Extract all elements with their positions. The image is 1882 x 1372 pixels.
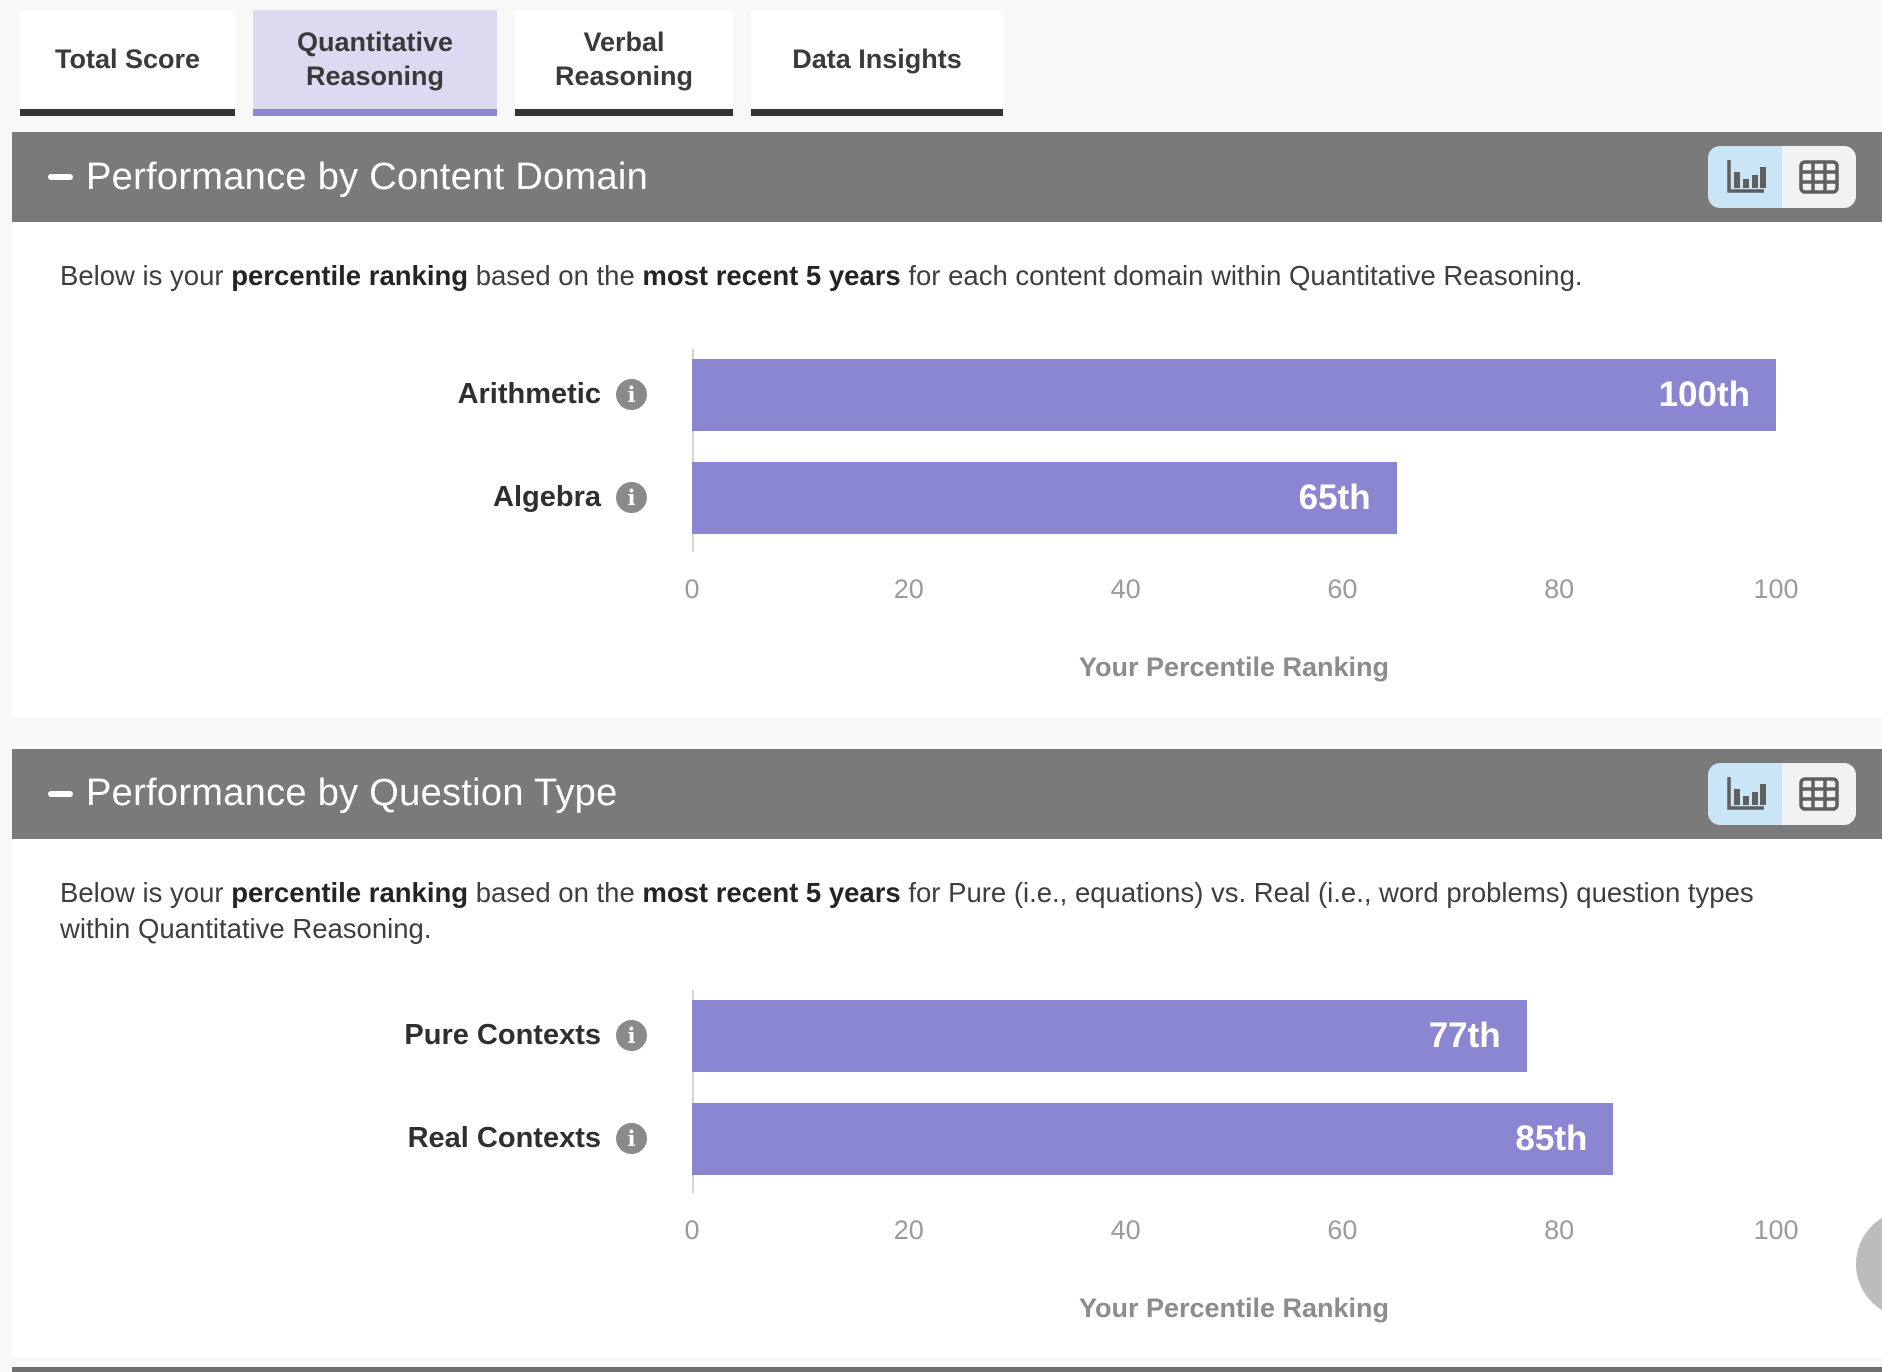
tab-total-score[interactable]: Total Score <box>20 10 235 116</box>
tick-label: 80 <box>1544 1214 1575 1245</box>
bar-value-label: 85th <box>1515 1118 1588 1158</box>
category-label: Arithmetic <box>457 378 601 411</box>
chart-row-arithmetic: Arithmetic i 100th <box>12 358 1882 431</box>
section-description: Below is your percentile ranking based o… <box>60 260 1583 291</box>
row-label: Algebra i <box>12 481 692 514</box>
x-axis-ticks: 0 20 40 60 80 100 <box>12 574 1882 606</box>
question-type-chart: Pure Contexts i 77th Real Contexts i <box>12 989 1882 1324</box>
table-icon <box>1799 776 1839 811</box>
category-label: Real Contexts <box>407 1122 601 1155</box>
tab-verbal-reasoning[interactable]: Verbal Reasoning <box>515 10 733 116</box>
tick-label: 0 <box>684 1214 700 1245</box>
percentile-bar: 77th <box>692 999 1527 1072</box>
tick-label: 0 <box>684 573 700 604</box>
tick-label: 60 <box>1327 1214 1358 1245</box>
tab-bar: Total Score Quantitative Reasoning Verba… <box>0 0 1882 116</box>
tick-label: 100 <box>1753 573 1799 604</box>
tick-label: 40 <box>1110 1214 1141 1245</box>
section-header: Performance by Question Type <box>12 748 1882 839</box>
section-title: Performance by Question Type <box>86 772 618 815</box>
tab-label: Quantitative Reasoning <box>296 26 454 91</box>
tab-label: Total Score <box>54 43 201 74</box>
x-axis-title: Your Percentile Ranking <box>1078 651 1390 682</box>
content-domain-chart: Arithmetic i 100th Algebra i <box>12 348 1882 683</box>
info-icon[interactable]: i <box>616 482 647 514</box>
bar-track: 77th <box>692 999 1776 1072</box>
info-icon[interactable]: i <box>616 1020 647 1052</box>
table-view-button[interactable] <box>1782 146 1856 208</box>
bar-chart-icon <box>1724 158 1766 196</box>
row-label: Real Contexts i <box>12 1122 692 1155</box>
bar-value-label: 77th <box>1428 1015 1501 1055</box>
tick-label: 20 <box>893 573 924 604</box>
tick-label: 20 <box>893 1214 924 1245</box>
category-label: Algebra <box>493 481 601 514</box>
row-label: Pure Contexts i <box>12 1019 692 1052</box>
chart-row-algebra: Algebra i 65th <box>12 461 1882 534</box>
bar-track: 85th <box>692 1102 1776 1175</box>
bar-chart-icon <box>1724 775 1766 813</box>
row-label: Arithmetic i <box>12 378 692 411</box>
section-description: Below is your percentile ranking based o… <box>60 876 1754 945</box>
tab-label: Data Insights <box>792 43 962 74</box>
info-icon[interactable]: i <box>616 379 647 411</box>
bar-value-label: 65th <box>1298 477 1371 517</box>
chart-row-pure-contexts: Pure Contexts i 77th <box>12 999 1882 1072</box>
view-toggle <box>1708 762 1856 825</box>
section-header: Performance by Content Domain <box>12 132 1882 222</box>
tick-label: 40 <box>1110 573 1141 604</box>
chart-view-button[interactable] <box>1708 762 1782 825</box>
view-toggle <box>1708 146 1856 208</box>
tab-quantitative-reasoning[interactable]: Quantitative Reasoning <box>253 10 497 116</box>
next-section-header-edge <box>12 1367 1882 1372</box>
tick-label: 80 <box>1544 573 1575 604</box>
section-content-domain: Performance by Content Domain <box>12 132 1882 718</box>
bar-track: 100th <box>692 358 1776 431</box>
collapse-button[interactable] <box>40 147 80 207</box>
bar-track: 65th <box>692 461 1776 534</box>
tick-label: 60 <box>1327 573 1358 604</box>
tick-label: 100 <box>1753 1214 1799 1245</box>
percentile-bar: 85th <box>692 1102 1614 1175</box>
percentile-bar: 65th <box>692 461 1397 534</box>
info-icon[interactable]: i <box>616 1123 647 1155</box>
tab-data-insights[interactable]: Data Insights <box>751 10 1003 116</box>
table-icon <box>1799 160 1839 194</box>
minus-icon <box>47 174 73 180</box>
minus-icon <box>47 790 73 797</box>
section-title: Performance by Content Domain <box>86 155 649 198</box>
percentile-bar: 100th <box>692 358 1776 431</box>
tab-label: Verbal Reasoning <box>554 26 694 91</box>
chart-row-real-contexts: Real Contexts i 85th <box>12 1102 1882 1175</box>
category-label: Pure Contexts <box>404 1019 601 1052</box>
section-question-type: Performance by Question Type <box>12 748 1882 1358</box>
chart-view-button[interactable] <box>1708 146 1782 208</box>
x-axis-ticks: 0 20 40 60 80 100 <box>12 1215 1882 1247</box>
collapse-button[interactable] <box>40 764 80 824</box>
bar-value-label: 100th <box>1658 374 1750 414</box>
x-axis-title: Your Percentile Ranking <box>1078 1292 1390 1323</box>
table-view-button[interactable] <box>1782 762 1856 825</box>
